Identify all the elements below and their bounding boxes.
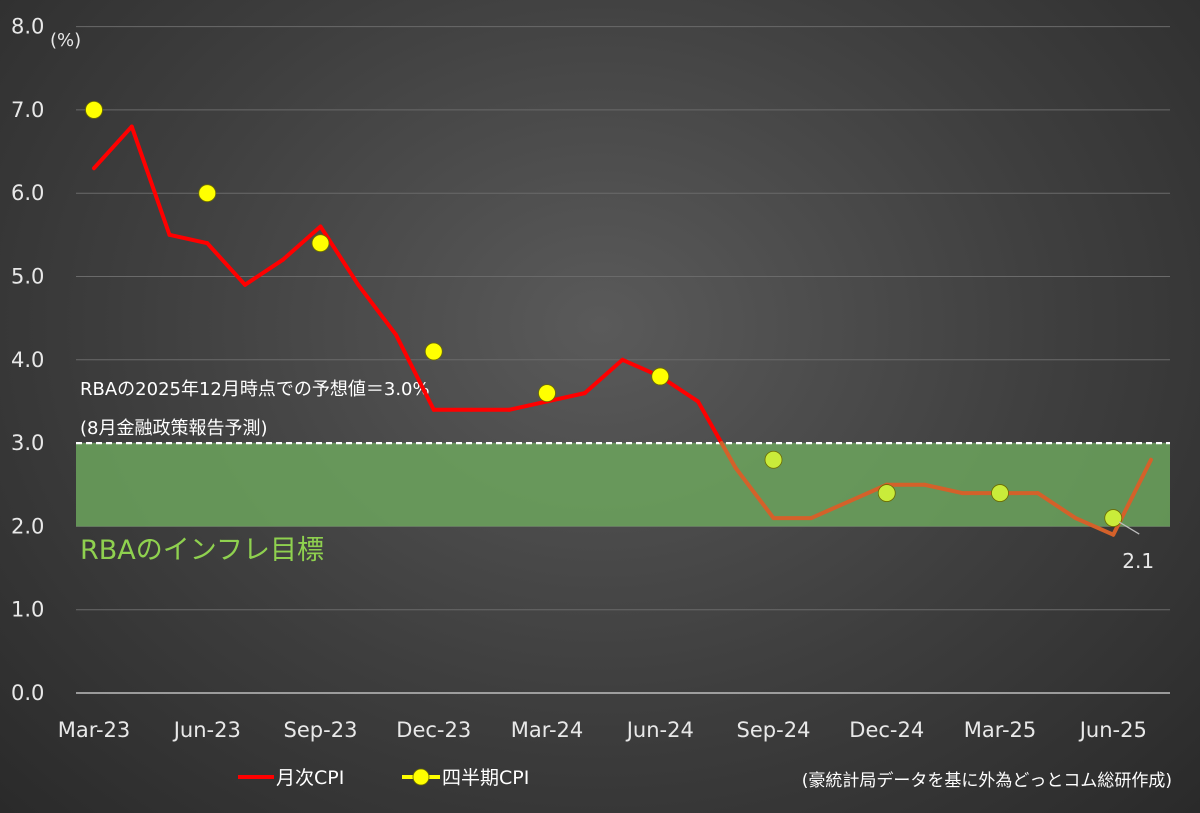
monthly-cpi-segment — [1035, 491, 1078, 521]
monthly-cpi-segment — [733, 466, 776, 521]
legend: 月次CPI 四半期CPI — [238, 767, 529, 789]
y-tick-label: 1.0 — [11, 598, 44, 622]
target-band — [76, 443, 1170, 527]
monthly-cpi-segment — [243, 257, 285, 287]
y-tick-label: 6.0 — [11, 181, 44, 205]
monthly-cpi-segment — [167, 232, 210, 246]
monthly-cpi-segment — [507, 399, 549, 412]
monthly-cpi-segment — [205, 241, 247, 287]
x-tick-label: Jun-23 — [172, 718, 241, 742]
x-tick-label: Dec-23 — [396, 718, 471, 742]
x-tick-label: Sep-24 — [737, 718, 811, 742]
data-label-leader — [1118, 521, 1140, 535]
legend-quarterly-label: 四半期CPI — [442, 767, 529, 789]
quarterly-cpi-point — [1104, 509, 1123, 527]
source-note: (豪統計局データを基に外為どっとコム総研作成) — [802, 770, 1172, 791]
x-tick-label: Mar-23 — [58, 718, 131, 742]
x-tick-label: Mar-25 — [964, 718, 1037, 742]
x-tick-label: Dec-24 — [849, 718, 924, 742]
monthly-cpi-segment — [719, 441, 738, 471]
x-tick-label: Jun-24 — [625, 718, 694, 742]
y-tick-label: 8.0 — [11, 15, 44, 39]
quarterly-cpi-series — [85, 101, 1123, 527]
x-axis: Mar-23 Jun-23 Sep-23 Dec-23 Mar-24 Jun-24 Sep-… — [58, 718, 1147, 742]
monthly-cpi-segment — [809, 499, 851, 521]
monthly-cpi-segment — [922, 482, 965, 496]
data-label: 2.1 — [1122, 549, 1154, 573]
legend-monthly-label: 月次CPI — [276, 767, 344, 789]
monthly-cpi-segment — [356, 282, 398, 337]
quarterly-cpi-point — [651, 367, 670, 386]
monthly-cpi-segment — [318, 224, 361, 287]
quarterly-cpi-point — [877, 484, 896, 502]
y-unit-label: (%) — [50, 30, 81, 51]
quarterly-cpi-point — [311, 234, 330, 253]
y-tick-label: 2.0 — [11, 514, 44, 538]
monthly-cpi-segment — [280, 224, 323, 262]
forecast-label-line2: (8月金融政策報告予測) — [80, 418, 268, 439]
y-tick-label: 7.0 — [11, 98, 44, 122]
y-tick-label: 5.0 — [11, 265, 44, 289]
x-tick-label: Jun-25 — [1078, 718, 1147, 742]
forecast-label-line1: RBAの2025年12月時点での予想値＝3.0% — [80, 379, 430, 400]
quarterly-cpi-point — [198, 184, 217, 203]
quarterly-cpi-point — [764, 450, 783, 469]
quarterly-cpi-point — [991, 484, 1009, 502]
quarterly-cpi-point — [538, 384, 556, 403]
monthly-cpi-segment — [129, 124, 172, 237]
monthly-cpi-segment — [545, 391, 587, 404]
monthly-cpi-segment — [1073, 516, 1116, 537]
x-tick-label: Mar-24 — [511, 718, 584, 742]
y-axis: 0.0 1.0 2.0 3.0 4.0 5.0 6.0 7.0 8.0 — [11, 15, 44, 705]
y-tick-label: 4.0 — [11, 348, 44, 372]
x-tick-label: Sep-23 — [284, 718, 358, 742]
target-band-label: RBAのインフレ目標 — [80, 535, 324, 566]
monthly-cpi-segment — [696, 399, 724, 446]
legend-quarterly-swatch-dot — [412, 768, 430, 786]
quarterly-cpi-point — [85, 101, 103, 119]
monthly-cpi-segment — [582, 357, 625, 396]
y-tick-label: 3.0 — [11, 431, 44, 455]
quarterly-cpi-point — [424, 342, 443, 361]
y-tick-label: 0.0 — [11, 681, 44, 705]
monthly-cpi-segment — [394, 332, 436, 412]
monthly-cpi-segment — [92, 124, 134, 171]
